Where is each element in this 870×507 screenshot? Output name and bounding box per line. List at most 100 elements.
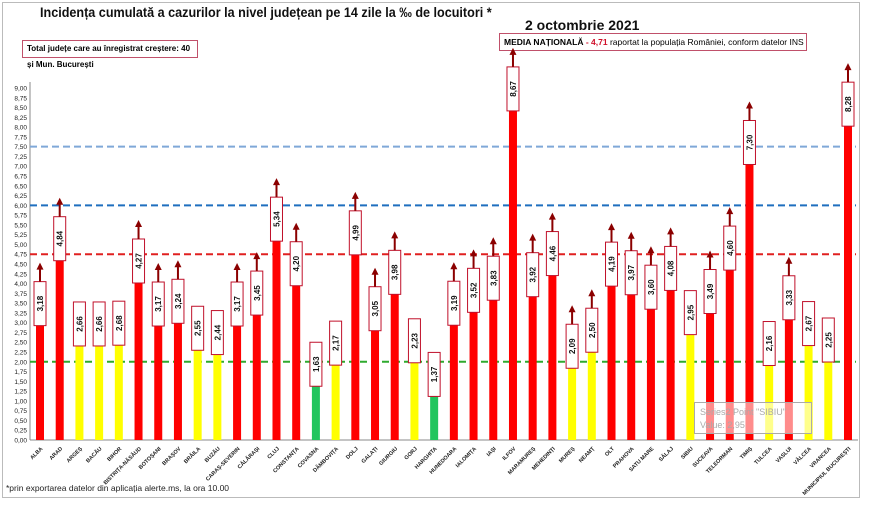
value-label: 2,16	[765, 335, 774, 351]
value-label: 3,19	[450, 295, 459, 311]
value-label: 3,49	[706, 283, 715, 299]
value-label: 3,60	[647, 279, 656, 295]
hover-tooltip: Series2 Point "SIBIU" Value: 2,95	[694, 402, 812, 434]
value-label: 3,98	[391, 264, 400, 280]
x-tick-label: GORJ	[404, 446, 419, 461]
value-label: 4,46	[548, 245, 557, 261]
x-tick-label: BRĂILA	[182, 445, 202, 465]
y-tick-label: 7,00	[14, 164, 27, 171]
bar-iași	[489, 290, 498, 440]
y-tick-label: 8,00	[14, 125, 27, 132]
bar-botoșani	[154, 316, 163, 440]
bar-cluj	[272, 231, 281, 440]
bar-mureș	[568, 358, 577, 440]
x-tick-label: TIMIȘ	[739, 446, 754, 461]
x-tick-label: BACĂU	[85, 445, 104, 464]
x-tick-label: MUREȘ	[558, 446, 577, 465]
bar-suceava	[706, 303, 715, 440]
increase-arrow-head-icon	[371, 267, 379, 275]
increase-arrow-head-icon	[489, 237, 497, 245]
increase-arrow-head-icon	[745, 101, 753, 109]
y-tick-label: 9,00	[14, 86, 27, 93]
y-tick-label: 5,00	[14, 242, 27, 249]
bar-bacău	[95, 335, 104, 440]
value-label: 2,66	[95, 316, 104, 332]
increase-arrow-head-icon	[627, 231, 635, 239]
y-tick-label: 8,75	[14, 95, 27, 102]
value-label: 8,67	[509, 81, 518, 97]
increase-arrow-head-icon	[548, 212, 556, 220]
bar-buzău	[213, 344, 222, 440]
y-tick-label: 0,75	[14, 408, 27, 415]
footnote: *prin exportarea datelor din aplicația a…	[6, 483, 230, 493]
value-label-box	[191, 305, 205, 351]
y-tick-label: 3,25	[14, 310, 27, 317]
value-label: 1,63	[312, 356, 321, 372]
x-tick-label: GALAȚI	[361, 446, 380, 465]
value-label: 3,18	[36, 295, 45, 311]
x-tick-label: ALBA	[29, 446, 44, 461]
value-label: 3,97	[627, 264, 636, 280]
increase-note: Total județe care au înregistrat creșter…	[22, 40, 198, 69]
increase-arrow-head-icon	[647, 246, 655, 254]
value-label: 3,24	[174, 293, 183, 309]
bar-ilfov	[508, 100, 517, 440]
increase-arrow-head-icon	[391, 231, 399, 239]
bar-sibiu	[686, 324, 695, 440]
value-label: 4,08	[667, 260, 676, 276]
value-label-box	[762, 321, 776, 367]
increase-arrow-head-icon	[135, 219, 143, 227]
y-tick-label: 4,50	[14, 262, 27, 269]
value-label: 3,52	[470, 282, 479, 298]
x-tick-label: TULCEA	[754, 446, 774, 466]
value-label: 2,25	[824, 332, 833, 348]
x-tick-label: BUZĂU	[203, 445, 222, 464]
value-label: 5,34	[272, 211, 281, 227]
value-label-box	[802, 301, 816, 347]
y-tick-label: 7,25	[14, 154, 27, 161]
bar-argeș	[75, 335, 84, 440]
y-tick-label: 0,00	[14, 438, 27, 445]
y-tick-label: 6,25	[14, 193, 27, 200]
x-tick-label: BISTRIȚA-NĂSĂUD	[102, 445, 143, 486]
value-label: 3,33	[785, 289, 794, 305]
bar-municipiul-bucurești	[844, 116, 852, 440]
value-label: 2,55	[194, 320, 203, 336]
value-label-box	[683, 290, 697, 336]
chart-date: 2 octombrie 2021	[525, 17, 640, 33]
bar-bihor	[114, 335, 123, 440]
bar-dâmbovița	[331, 355, 340, 440]
tooltip-series: Series2 Point "SIBIU"	[700, 407, 786, 417]
bar-caraș-severin	[233, 316, 242, 440]
x-tick-label: SĂLAJ	[657, 445, 675, 463]
increase-arrow-head-icon	[36, 262, 44, 270]
bar-neamț	[587, 342, 596, 440]
increase-arrow-head-icon	[588, 289, 596, 297]
national-value: 4,71	[591, 37, 608, 47]
increase-arrow-head-icon	[568, 305, 576, 313]
bar-sălaj	[666, 280, 675, 440]
value-label-box	[427, 351, 441, 397]
y-tick-label: 1,00	[14, 398, 27, 405]
value-label: 4,99	[351, 225, 360, 241]
increase-arrow-head-icon	[509, 47, 517, 55]
y-tick-label: 0,25	[14, 428, 27, 435]
x-tick-label: BIHOR	[106, 446, 123, 463]
bar-harghita	[430, 386, 439, 440]
increase-arrow-head-icon	[154, 263, 162, 271]
y-tick-label: 7,50	[14, 144, 27, 151]
y-tick-label: 2,75	[14, 330, 27, 337]
x-tick-label: IAȘI	[486, 446, 498, 458]
increase-arrow-head-icon	[706, 250, 714, 258]
value-label: 8,28	[844, 96, 853, 112]
bar-hunedoara	[449, 315, 458, 440]
bar-mehedinți	[548, 265, 557, 440]
value-label: 3,92	[529, 266, 538, 282]
y-tick-label: 3,50	[14, 301, 27, 308]
y-tick-label: 4,25	[14, 271, 27, 278]
value-label: 1,37	[430, 366, 439, 382]
bar-prahova	[627, 284, 636, 440]
y-tick-label: 4,00	[14, 281, 27, 288]
value-label: 4,20	[292, 255, 301, 271]
value-label: 4,84	[56, 230, 65, 246]
